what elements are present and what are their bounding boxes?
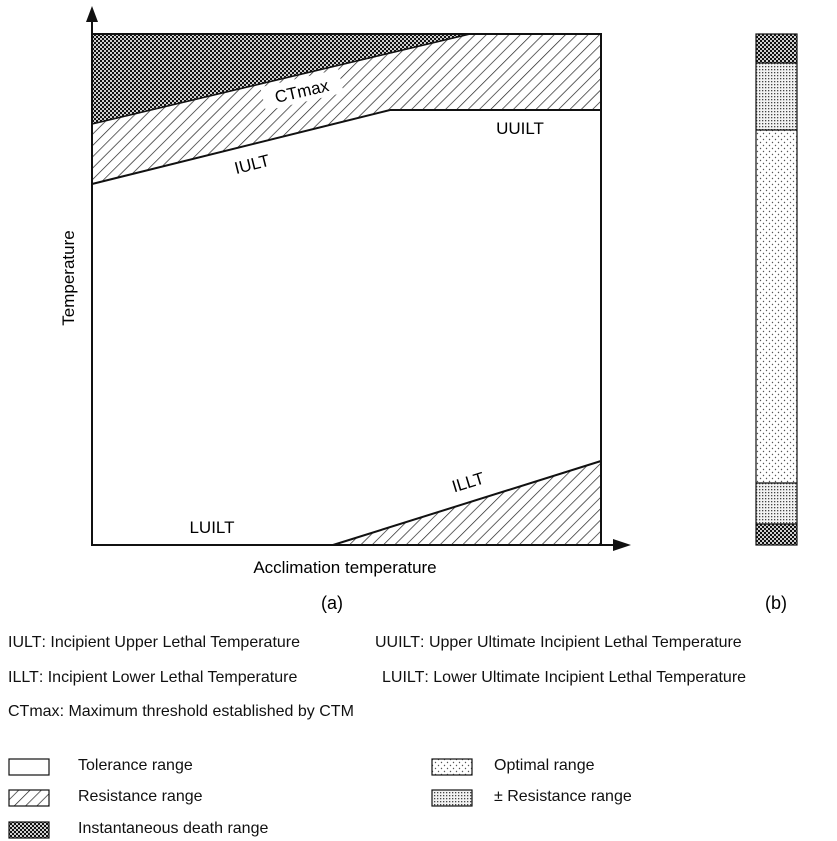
definition-text: : Lower Ultimate Incipient Lethal Temper… [424,669,747,686]
legend-death-label: Instantaneous death range [78,820,269,837]
legend-optimal: Optimal range [431,757,731,779]
tolerance-swatch [8,758,50,776]
bar-lower-pm-resistance [756,483,797,524]
legend-optimal-label: Optimal range [494,757,595,774]
optimal-swatch [431,758,473,776]
definition-text: : Upper Ultimate Incipient Lethal Temper… [420,634,742,651]
figure-canvas: CTmax IULT UUILT ILLT LUILT Acclimation … [59,6,798,613]
iult-label: IULT [233,151,272,178]
legend-pm-resistance: ± Resistance range [431,788,731,810]
definition-abbr: LUILT [382,669,425,686]
definition-text: : Incipient Upper Lethal Temperature [41,634,301,651]
bar-dividers [755,33,798,546]
bar-upper-pm-resistance [756,63,797,130]
legend-tolerance: Tolerance range [8,757,328,779]
definition-abbr: IULT [8,634,42,651]
definition-iult: IULT : Incipient Upper Lethal Temperatur… [8,634,375,652]
x-axis-arrow [613,539,631,551]
definition-ctmax: CTmax : Maximum threshold established by… [8,703,354,721]
definition-abbr: UUILT [375,634,421,651]
bar-bottom-death [756,524,797,545]
definition-illt: ILLT : Incipient Lower Lethal Temperatur… [8,669,382,687]
legend-resistance-label: Resistance range [78,788,203,805]
definition-luilt: LUILT : Lower Ultimate Incipient Lethal … [382,669,746,687]
definition-uuilt: UUILT : Upper Ultimate Incipient Lethal … [375,634,742,652]
definition-abbr: ILLT [8,669,39,686]
definition-row-3: CTmax : Maximum threshold established by… [8,703,354,721]
illt-line [332,460,602,546]
legend-resistance: Resistance range [8,788,328,810]
luilt-label: LUILT [189,518,234,537]
bar-optimal [756,130,797,483]
death-swatch [8,821,50,839]
uuilt-label: UUILT [496,119,544,138]
caption-b: (b) [765,593,787,613]
resistance-swatch [8,789,50,807]
x-axis-label: Acclimation temperature [253,558,436,577]
y-axis-label: Temperature [59,230,78,325]
ctmax-label-bg [260,69,344,111]
ctmax-line [91,33,471,125]
definition-row-1: IULT : Incipient Upper Lethal Temperatur… [8,634,742,652]
legend-pm-resistance-label: ± Resistance range [494,788,632,805]
y-axis-arrow [86,6,98,22]
upper-resistance-region [92,34,601,184]
iult-line [91,109,391,185]
legend-death: Instantaneous death range [8,820,348,840]
definition-text: : Maximum threshold established by CTM [59,703,354,720]
pm-resistance-swatch [431,789,473,807]
definition-row-2: ILLT : Incipient Lower Lethal Temperatur… [8,669,746,687]
legend-tolerance-label: Tolerance range [78,757,193,774]
bar-top-death [756,34,797,63]
caption-a: (a) [321,593,343,613]
definition-text: : Incipient Lower Lethal Temperature [38,669,298,686]
definition-abbr: CTmax [8,703,60,720]
illt-label: ILLT [450,469,487,497]
